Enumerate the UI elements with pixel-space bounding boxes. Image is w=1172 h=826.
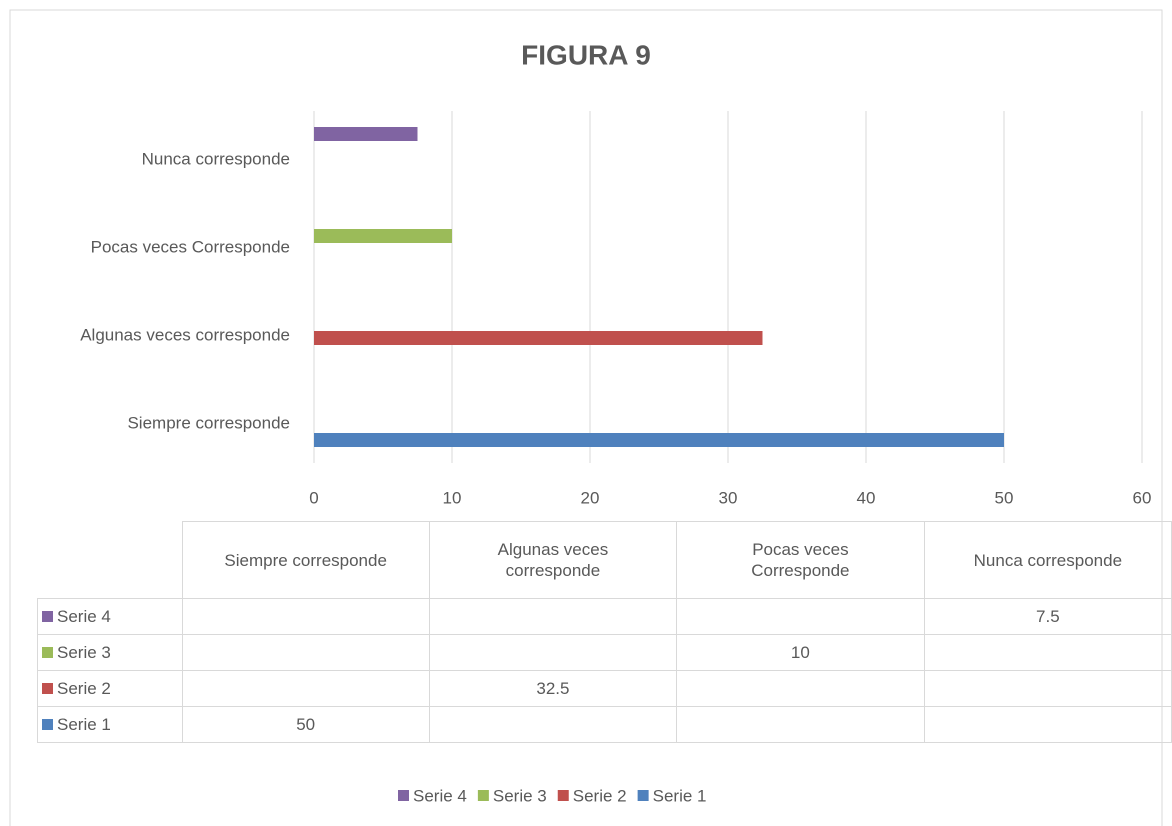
series-name: Serie 4 (57, 607, 111, 626)
y-tick-label: Siempre corresponde (127, 413, 290, 432)
table-row-header: Serie 1 (37, 706, 183, 743)
table-cell (428, 598, 678, 635)
legend-swatch (42, 611, 53, 622)
table-cell (923, 670, 1172, 707)
bar (314, 229, 452, 243)
table-row-header: Serie 3 (37, 634, 183, 671)
series-name: Serie 2 (57, 679, 111, 698)
y-tick-label: Nunca corresponde (142, 149, 290, 168)
table-cell: 7.5 (923, 598, 1172, 635)
table-cell (181, 598, 430, 635)
x-tick-label: 60 (1133, 488, 1152, 507)
x-tick-label: 20 (581, 488, 600, 507)
legend-swatch (637, 790, 649, 801)
table-cell (676, 598, 925, 635)
table-cell (181, 634, 430, 671)
table-header-row: Siempre corresponde Algunas veces corresp… (37, 521, 1172, 599)
table-row: Serie 3 10 (37, 634, 1172, 671)
table-header-cell: Pocas veces Corresponde (676, 521, 925, 599)
table-row: Serie 2 32.5 (37, 670, 1172, 707)
table-cell (923, 706, 1172, 743)
chart-title: FIGURA 9 (521, 39, 651, 70)
x-tick-label: 50 (995, 488, 1014, 507)
legend-label: Serie 2 (573, 786, 627, 805)
legend-swatch (42, 647, 53, 658)
table-cell (181, 670, 430, 707)
series-name: Serie 3 (57, 643, 111, 662)
legend-swatch (42, 719, 53, 730)
table-cell (923, 634, 1172, 671)
table-header-cell: Siempre corresponde (181, 521, 430, 599)
table-cell: 50 (181, 706, 430, 743)
legend-label: Serie 4 (413, 786, 467, 805)
legend-swatch (557, 790, 569, 801)
table-cell (428, 706, 678, 743)
legend-swatch (42, 683, 53, 694)
table-cell: 10 (676, 634, 925, 671)
bar (314, 433, 1004, 447)
table-row-header: Serie 2 (37, 670, 183, 707)
y-tick-label: Algunas veces corresponde (80, 325, 290, 344)
bar (314, 331, 763, 345)
table-cell (676, 706, 925, 743)
x-tick-label: 40 (857, 488, 876, 507)
bar (314, 127, 418, 141)
series-name: Serie 1 (57, 715, 111, 734)
x-tick-label: 10 (443, 488, 462, 507)
legend-label: Serie 1 (653, 786, 707, 805)
legend-label: Serie 3 (493, 786, 547, 805)
x-tick-label: 0 (309, 488, 318, 507)
table-cell: 32.5 (428, 670, 678, 707)
legend-swatch (477, 790, 489, 801)
data-table: Siempre corresponde Algunas veces corresp… (37, 521, 1172, 743)
legend-swatch (398, 790, 409, 801)
table-row: Serie 1 50 (37, 706, 1172, 743)
table-corner (37, 521, 183, 599)
table-header-cell: Nunca corresponde (923, 521, 1172, 599)
table-header-cell: Algunas veces corresponde (428, 521, 678, 599)
table-cell (676, 670, 925, 707)
table-cell (428, 634, 678, 671)
y-tick-label: Pocas veces Corresponde (91, 237, 290, 256)
x-tick-label: 30 (719, 488, 738, 507)
table-row-header: Serie 4 (37, 598, 183, 635)
table-row: Serie 4 7.5 (37, 598, 1172, 635)
